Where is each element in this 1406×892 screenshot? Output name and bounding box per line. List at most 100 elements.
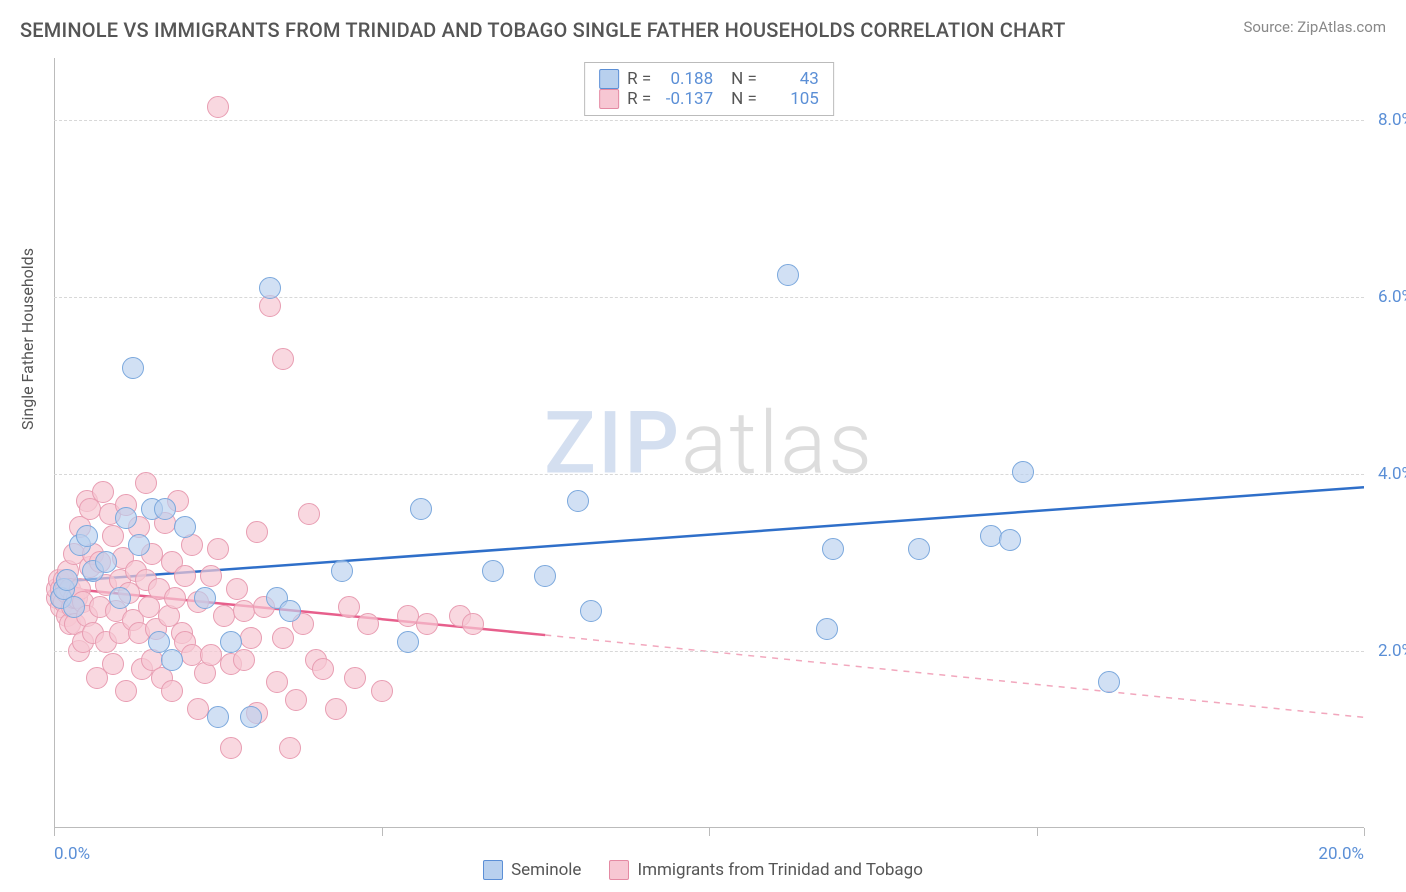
scatter-point [980, 525, 1002, 547]
scatter-point [240, 627, 262, 649]
plot-area: ZIPatlas 2.0%4.0%6.0%8.0%0.0%20.0% R =0.… [54, 58, 1364, 828]
legend-swatch [483, 860, 503, 880]
correlation-legend: R = 0.188 N = 43 R = -0.137 N = 105 [584, 62, 834, 116]
scatter-point [207, 706, 229, 728]
chart-title: SEMINOLE VS IMMIGRANTS FROM TRINIDAD AND… [20, 18, 1066, 42]
scatter-point [220, 631, 242, 653]
x-tick [54, 828, 55, 836]
gridline [54, 297, 1364, 298]
gridline [54, 120, 1364, 121]
scatter-point [416, 613, 438, 635]
legend-item: Immigrants from Trinidad and Tobago [609, 860, 922, 880]
scatter-point [122, 357, 144, 379]
watermark-atlas: atlas [681, 393, 874, 494]
gridline [54, 474, 1364, 475]
scatter-point [272, 348, 294, 370]
scatter-point [567, 490, 589, 512]
scatter-point [135, 472, 157, 494]
scatter-point [109, 587, 131, 609]
scatter-point [312, 658, 334, 680]
watermark: ZIPatlas [544, 393, 874, 494]
legend-label: Immigrants from Trinidad and Tobago [637, 860, 922, 880]
scatter-point [822, 538, 844, 560]
y-axis-label: Single Father Households [18, 248, 37, 430]
scatter-point [161, 649, 183, 671]
legend-n-value: 43 [765, 69, 819, 89]
scatter-point [233, 649, 255, 671]
scatter-point [344, 667, 366, 689]
scatter-point [207, 538, 229, 560]
x-tick [382, 828, 383, 836]
scatter-point [1098, 671, 1120, 693]
y-tick-label: 2.0% [1378, 641, 1406, 661]
scatter-point [266, 671, 288, 693]
source-label: Source: ZipAtlas.com [1243, 18, 1386, 36]
scatter-point [102, 653, 124, 675]
scatter-point [285, 689, 307, 711]
scatter-point [908, 538, 930, 560]
scatter-point [279, 737, 301, 759]
legend-r-value: 0.188 [659, 69, 713, 89]
scatter-point [76, 525, 98, 547]
scatter-point [279, 600, 301, 622]
series-legend: Seminole Immigrants from Trinidad and Tob… [0, 860, 1406, 880]
scatter-point [259, 277, 281, 299]
scatter-point [246, 521, 268, 543]
scatter-point [1012, 461, 1034, 483]
scatter-point [534, 565, 556, 587]
scatter-point [272, 627, 294, 649]
scatter-point [226, 578, 248, 600]
scatter-point [462, 613, 484, 635]
legend-row: R = -0.137 N = 105 [599, 89, 819, 109]
scatter-point [240, 706, 262, 728]
scatter-point [580, 600, 602, 622]
scatter-point [331, 560, 353, 582]
scatter-point [777, 264, 799, 286]
legend-swatch [599, 69, 619, 89]
scatter-point [397, 631, 419, 653]
scatter-point [115, 507, 137, 529]
legend-row: R = 0.188 N = 43 [599, 69, 819, 89]
legend-item: Seminole [483, 860, 581, 880]
x-tick [709, 828, 710, 836]
scatter-point [482, 560, 504, 582]
scatter-point [338, 596, 360, 618]
scatter-point [999, 529, 1021, 551]
x-tick [1037, 828, 1038, 836]
legend-r-label: R = [627, 69, 651, 89]
scatter-point [95, 551, 117, 573]
legend-r-label: R = [627, 89, 651, 109]
scatter-point [128, 534, 150, 556]
scatter-point [207, 96, 229, 118]
legend-label: Seminole [511, 860, 581, 880]
legend-swatch [609, 860, 629, 880]
legend-r-value: -0.137 [659, 89, 713, 109]
x-tick [1364, 828, 1365, 836]
scatter-point [325, 698, 347, 720]
legend-n-label: N = [731, 89, 757, 109]
scatter-point [220, 737, 242, 759]
scatter-point [200, 565, 222, 587]
scatter-point [115, 680, 137, 702]
y-axis-line [54, 58, 55, 828]
watermark-zip: ZIP [544, 393, 681, 494]
scatter-point [213, 605, 235, 627]
y-tick-label: 4.0% [1378, 464, 1406, 484]
scatter-point [233, 600, 255, 622]
scatter-point [63, 596, 85, 618]
scatter-point [174, 516, 196, 538]
scatter-point [298, 503, 320, 525]
scatter-point [410, 498, 432, 520]
legend-n-value: 105 [765, 89, 819, 109]
scatter-point [154, 498, 176, 520]
scatter-point [164, 587, 186, 609]
scatter-point [161, 680, 183, 702]
scatter-point [194, 587, 216, 609]
scatter-point [816, 618, 838, 640]
scatter-point [92, 481, 114, 503]
y-tick-label: 6.0% [1378, 287, 1406, 307]
scatter-point [371, 680, 393, 702]
scatter-point [174, 565, 196, 587]
legend-n-label: N = [731, 69, 757, 89]
legend-swatch [599, 89, 619, 109]
